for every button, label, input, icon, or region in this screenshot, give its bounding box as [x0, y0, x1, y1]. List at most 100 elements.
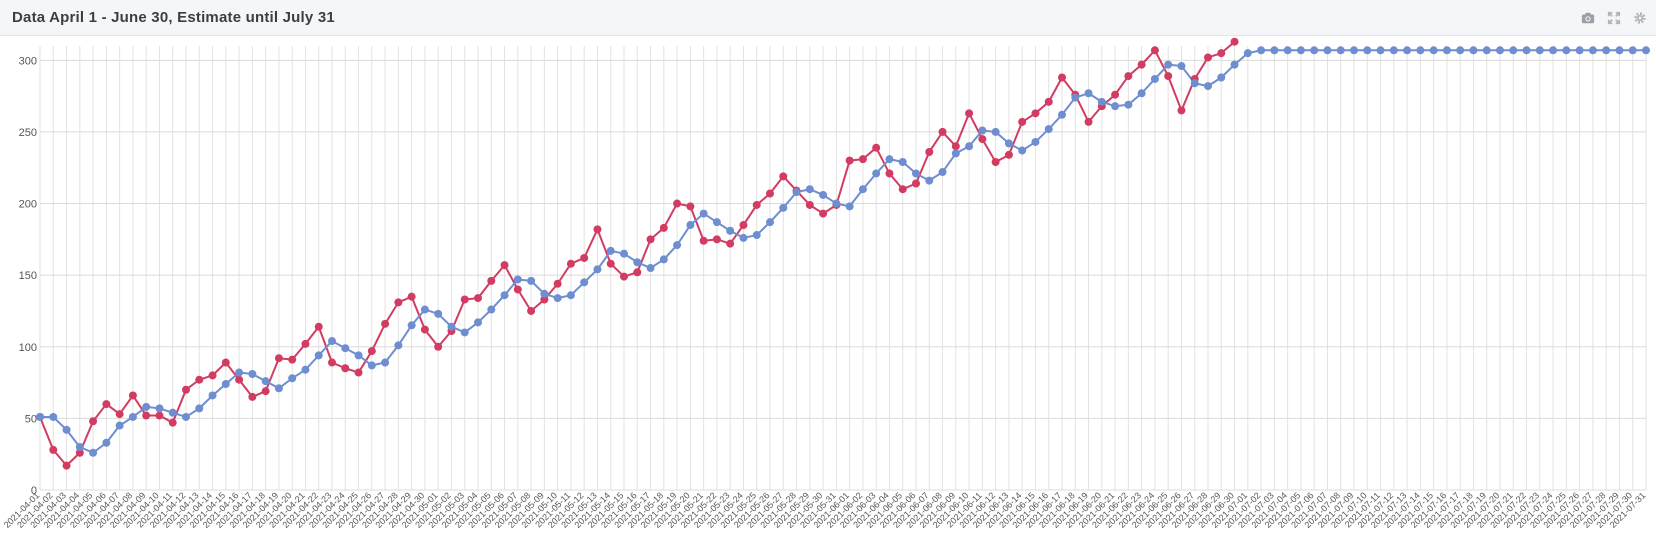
data-point: [235, 368, 244, 377]
panel-header: Data April 1 - June 30, Estimate until J…: [0, 0, 1656, 36]
data-point: [1376, 46, 1385, 55]
data-point: [142, 402, 151, 411]
data-point: [1058, 73, 1066, 82]
data-point: [938, 127, 947, 136]
data-point: [739, 221, 748, 230]
data-point: [965, 109, 974, 118]
data-point: [1642, 46, 1650, 55]
data-point: [978, 135, 987, 144]
data-point: [606, 259, 615, 268]
data-point: [195, 375, 204, 384]
data-point: [1031, 137, 1040, 146]
data-point: [898, 158, 907, 167]
data-point: [1296, 46, 1305, 55]
data-point: [221, 380, 230, 389]
camera-icon[interactable]: [1580, 10, 1596, 26]
data-point: [819, 190, 828, 199]
data-point: [314, 322, 323, 331]
data-point: [792, 188, 801, 197]
data-point: [686, 221, 695, 230]
data-point: [261, 387, 270, 396]
data-point: [1230, 60, 1239, 69]
data-point: [1522, 46, 1531, 55]
data-point: [1456, 46, 1465, 55]
data-point: [845, 156, 854, 165]
data-point: [580, 253, 589, 262]
data-point: [434, 309, 443, 318]
data-point: [832, 199, 841, 208]
series-line-2: [40, 49, 1646, 454]
data-point: [128, 412, 137, 421]
data-point: [951, 149, 960, 158]
data-point: [845, 202, 854, 211]
data-point: [912, 169, 920, 178]
data-point: [1389, 46, 1398, 55]
data-point: [49, 445, 58, 454]
data-point: [474, 318, 482, 327]
y-tick-label: 0: [31, 485, 37, 497]
data-point: [805, 200, 814, 209]
data-point: [75, 443, 84, 452]
series-points: [36, 37, 1650, 470]
data-point: [1602, 46, 1611, 55]
data-point: [699, 236, 708, 245]
data-point: [314, 351, 323, 360]
data-point: [513, 285, 522, 294]
data-point: [407, 321, 416, 330]
data-point: [301, 365, 310, 374]
data-point: [49, 412, 58, 421]
data-point: [1164, 60, 1173, 69]
data-point: [805, 185, 814, 194]
data-point: [367, 361, 376, 370]
data-point: [779, 172, 788, 181]
data-point: [1044, 97, 1053, 106]
data-point: [1230, 37, 1239, 46]
data-point: [540, 289, 549, 298]
data-point: [1310, 46, 1319, 55]
data-point: [420, 325, 429, 334]
data-point: [1097, 97, 1106, 106]
data-point: [474, 294, 482, 303]
data-point: [341, 364, 350, 373]
data-point: [1031, 109, 1040, 118]
data-point: [673, 241, 682, 250]
data-point: [991, 158, 1000, 167]
data-point: [872, 143, 881, 152]
data-point: [726, 239, 735, 248]
gear-icon[interactable]: [1632, 10, 1648, 26]
data-point: [885, 155, 894, 164]
data-point: [1270, 46, 1279, 55]
fullscreen-icon[interactable]: [1606, 10, 1622, 26]
data-point: [1004, 139, 1013, 148]
data-point: [115, 421, 124, 430]
data-point: [1257, 46, 1266, 55]
data-point: [1416, 46, 1425, 55]
data-point: [128, 391, 137, 400]
data-point: [819, 209, 828, 218]
data-point: [1137, 60, 1146, 69]
data-point: [394, 341, 403, 350]
data-point: [1243, 49, 1252, 58]
y-tick-label: 200: [19, 199, 37, 211]
data-point: [261, 377, 270, 386]
data-point: [553, 294, 562, 303]
data-point: [1535, 46, 1544, 55]
data-point: [1111, 102, 1120, 111]
data-point: [606, 246, 615, 255]
data-point: [1004, 150, 1013, 159]
data-point: [752, 200, 761, 209]
data-point: [288, 355, 297, 364]
data-point: [115, 410, 124, 419]
data-point: [1323, 46, 1332, 55]
data-point: [527, 276, 536, 285]
data-point: [858, 185, 867, 194]
data-point: [447, 322, 456, 331]
series-lines: [39, 40, 1646, 467]
data-point: [354, 351, 363, 360]
data-point: [1124, 72, 1133, 81]
data-point: [89, 448, 98, 457]
data-point: [288, 374, 297, 383]
data-point: [686, 202, 695, 211]
data-point: [367, 347, 376, 356]
data-point: [646, 235, 655, 244]
